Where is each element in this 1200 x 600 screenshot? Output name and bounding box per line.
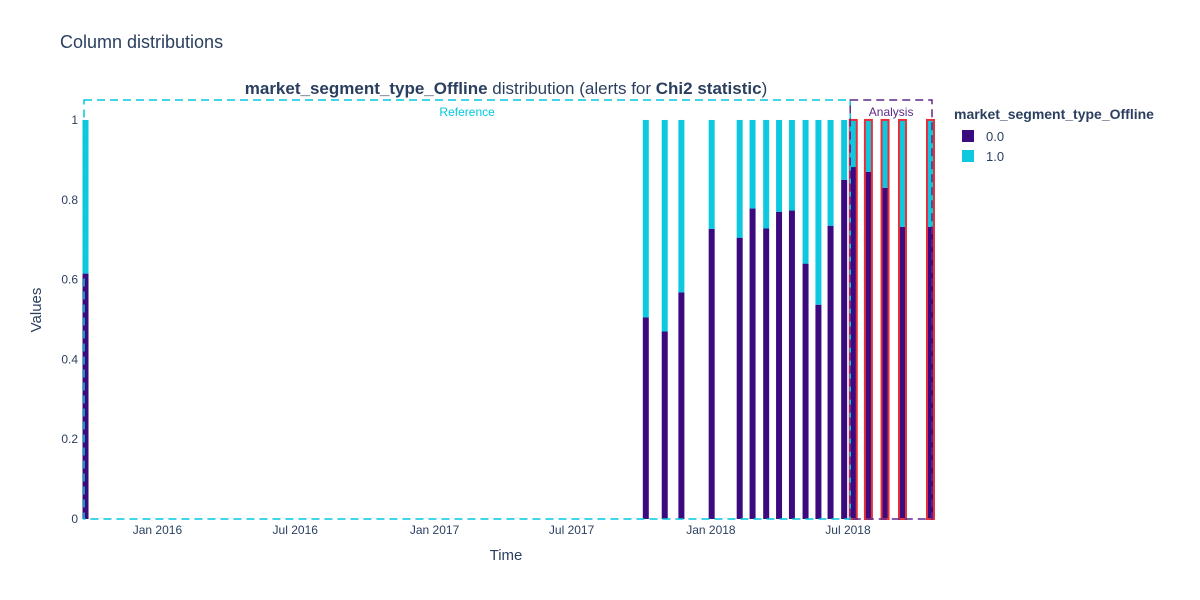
chart-title-part-2: Chi2 statistic — [656, 79, 762, 98]
legend-swatch-0 — [962, 130, 974, 142]
y-tick-label-0: 0 — [71, 512, 78, 526]
y-tick-label-2: 0.4 — [61, 352, 78, 366]
bar-0-15 — [865, 171, 872, 520]
bar-0-4 — [708, 228, 715, 519]
bar-0-6 — [749, 208, 756, 519]
bar-1-17 — [899, 119, 906, 227]
bar-0-12 — [827, 225, 834, 519]
bar-1-11 — [815, 119, 822, 305]
x-tick-label-1: Jul 2016 — [273, 523, 319, 537]
chart-title: market_segment_type_Offline distribution… — [245, 79, 768, 98]
bar-0-11 — [815, 304, 822, 519]
bar-1-15 — [865, 119, 872, 172]
bar-1-7 — [763, 119, 770, 229]
bar-1-18 — [927, 119, 934, 227]
bar-1-10 — [802, 119, 809, 264]
period-box-1 — [849, 99, 933, 520]
bar-0-0 — [82, 273, 89, 519]
bar-0-17 — [899, 226, 906, 519]
x-tick-label-4: Jan 2018 — [686, 523, 736, 537]
y-axis-label: Values — [28, 288, 45, 333]
bar-1-12 — [827, 119, 834, 226]
chart-title-part-0: market_segment_type_Offline — [245, 79, 488, 98]
bars-layer — [82, 118, 935, 520]
x-axis-label: Time — [490, 547, 523, 564]
legend: market_segment_type_Offline 0.0 1.0 — [954, 106, 1154, 166]
bar-0-9 — [788, 210, 795, 519]
bar-0-18 — [927, 226, 934, 519]
bar-1-4 — [708, 119, 715, 229]
bar-0-7 — [763, 228, 770, 519]
periods-layer: Reference Analysis — [83, 99, 933, 520]
y-tick-label-5: 1 — [71, 113, 78, 127]
bar-1-0 — [82, 119, 89, 274]
alert-outline-17 — [897, 118, 907, 520]
bar-0-10 — [802, 263, 809, 519]
alert-outline-18 — [925, 118, 935, 520]
x-tick-label-2: Jan 2017 — [410, 523, 460, 537]
legend-label-1: 1.0 — [986, 148, 1005, 164]
x-tick-label-0: Jan 2016 — [133, 523, 183, 537]
bar-1-5 — [736, 119, 743, 238]
bar-0-13 — [841, 179, 848, 520]
bar-1-2 — [661, 119, 668, 332]
chart-title-part-1: distribution (alerts for — [488, 79, 656, 98]
bar-1-1 — [642, 119, 649, 318]
legend-title: market_segment_type_Offline — [954, 106, 1154, 122]
legend-item-0[interactable]: 0.0 — [954, 126, 1154, 146]
bar-1-8 — [776, 119, 783, 212]
chart-title-part-3: ) — [762, 79, 768, 98]
bar-0-2 — [661, 331, 668, 519]
legend-swatch-1 — [962, 150, 974, 162]
bar-0-14 — [850, 167, 857, 520]
period-label-1: Analysis — [869, 105, 914, 119]
x-tick-label-5: Jul 2018 — [825, 523, 871, 537]
period-box-0 — [83, 99, 851, 520]
bar-1-16 — [882, 119, 889, 188]
figure-title: Column distributions — [60, 32, 224, 52]
bar-1-6 — [749, 119, 756, 209]
bar-0-5 — [736, 237, 743, 519]
axes-layer: 0 0.2 0.4 0.6 0.8 1 Jan 2016 Jul 2016 Jan 2017 Ju… — [61, 113, 871, 537]
bar-0-3 — [678, 292, 685, 519]
bar-0-1 — [642, 317, 649, 519]
bar-1-9 — [788, 119, 795, 211]
bar-1-13 — [841, 119, 848, 180]
y-tick-label-3: 0.6 — [61, 273, 78, 287]
legend-label-0: 0.0 — [986, 128, 1005, 144]
x-tick-label-3: Jul 2017 — [549, 523, 595, 537]
period-label-0: Reference — [439, 105, 495, 119]
y-tick-label-1: 0.2 — [61, 432, 78, 446]
bar-0-16 — [882, 187, 889, 520]
bar-1-14 — [850, 119, 857, 168]
y-tick-label-4: 0.8 — [61, 193, 78, 207]
bar-1-3 — [678, 119, 685, 293]
legend-item-1[interactable]: 1.0 — [954, 146, 1154, 166]
bar-0-8 — [776, 211, 783, 519]
